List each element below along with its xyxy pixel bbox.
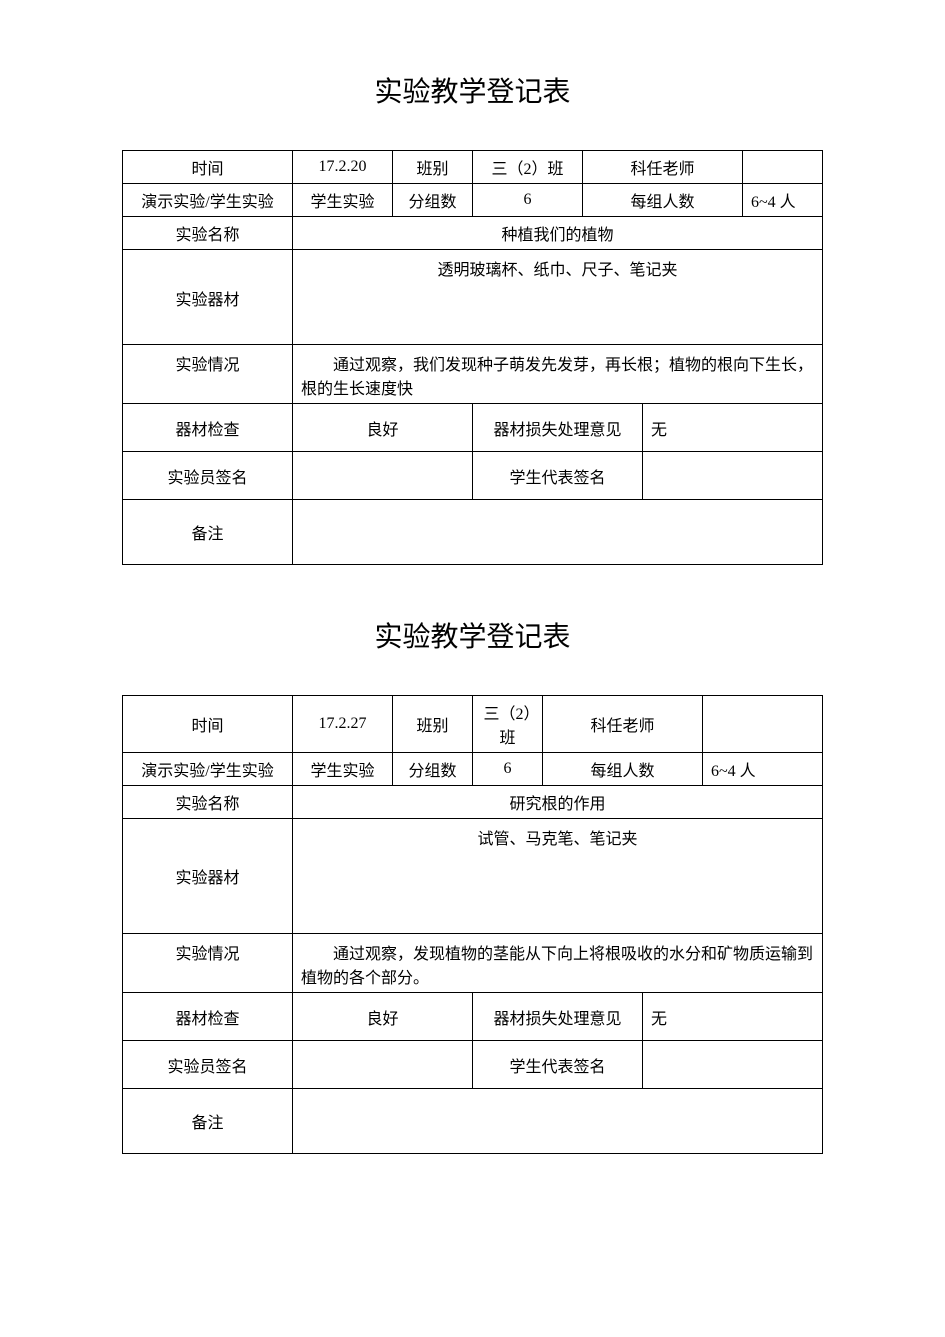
value-exp-sign-2 [292, 1041, 472, 1089]
form-1: 实验教学登记表 时间 17.2.20 班别 三（2）班 科任老师 演示实验/学生… [20, 70, 925, 565]
label-equip-damage: 器材损失处理意见 [472, 404, 642, 452]
label-time-2: 时间 [122, 696, 292, 753]
label-exp-name: 实验名称 [122, 217, 292, 250]
label-class: 班别 [392, 151, 472, 184]
value-per-group-2: 6~4 人 [703, 753, 823, 786]
value-demo-student-2: 学生实验 [292, 753, 392, 786]
label-teacher-2: 科任老师 [542, 696, 702, 753]
label-situation: 实验情况 [122, 345, 292, 404]
label-groups-2: 分组数 [392, 753, 472, 786]
value-exp-name-2: 研究根的作用 [292, 786, 822, 819]
value-equipment: 透明玻璃杯、纸巾、尺子、笔记夹 [292, 250, 822, 345]
label-equipment-2: 实验器材 [122, 819, 292, 934]
label-situation-2: 实验情况 [122, 934, 292, 993]
value-time: 17.2.20 [292, 151, 392, 184]
form-2-table: 时间 17.2.27 班别 三（2）班 科任老师 演示实验/学生实验 学生实验 … [122, 695, 823, 1154]
value-exp-name: 种植我们的植物 [292, 217, 822, 250]
value-student-sign [643, 452, 823, 500]
value-equipment-2: 试管、马克笔、笔记夹 [292, 819, 822, 934]
value-student-sign-2 [642, 1041, 822, 1089]
value-situation-2: 通过观察，发现植物的茎能从下向上将根吸收的水分和矿物质运输到植物的各个部分。 [292, 934, 822, 993]
label-equip-check-2: 器材检查 [122, 993, 292, 1041]
value-exp-sign [292, 452, 472, 500]
label-equipment: 实验器材 [122, 250, 292, 345]
label-equip-damage-2: 器材损失处理意见 [472, 993, 642, 1041]
form-2: 实验教学登记表 时间 17.2.27 班别 三（2）班 科任老师 演示实验/学生… [20, 615, 925, 1154]
value-equip-check-2: 良好 [292, 993, 472, 1041]
value-per-group: 6~4 人 [743, 184, 823, 217]
label-exp-sign-2: 实验员签名 [122, 1041, 292, 1089]
value-groups: 6 [472, 184, 582, 217]
label-exp-sign: 实验员签名 [122, 452, 292, 500]
value-class: 三（2）班 [472, 151, 582, 184]
label-remark: 备注 [122, 500, 292, 565]
value-demo-student: 学生实验 [292, 184, 392, 217]
value-class-2: 三（2）班 [472, 696, 542, 753]
label-exp-name-2: 实验名称 [122, 786, 292, 819]
value-equip-damage: 无 [643, 404, 823, 452]
label-per-group-2: 每组人数 [542, 753, 702, 786]
label-teacher: 科任老师 [583, 151, 743, 184]
label-groups: 分组数 [392, 184, 472, 217]
form-1-table: 时间 17.2.20 班别 三（2）班 科任老师 演示实验/学生实验 学生实验 … [122, 150, 823, 565]
label-demo-student-2: 演示实验/学生实验 [122, 753, 292, 786]
value-remark-2 [292, 1089, 822, 1154]
value-teacher [743, 151, 823, 184]
value-remark [292, 500, 822, 565]
value-groups-2: 6 [472, 753, 542, 786]
form-1-title: 实验教学登记表 [20, 70, 925, 110]
label-class-2: 班别 [392, 696, 472, 753]
value-teacher-2 [703, 696, 823, 753]
label-student-sign-2: 学生代表签名 [472, 1041, 642, 1089]
value-equip-damage-2: 无 [642, 993, 822, 1041]
label-time: 时间 [122, 151, 292, 184]
label-demo-student: 演示实验/学生实验 [122, 184, 292, 217]
label-student-sign: 学生代表签名 [472, 452, 642, 500]
label-equip-check: 器材检查 [122, 404, 292, 452]
label-per-group: 每组人数 [583, 184, 743, 217]
value-situation: 通过观察，我们发现种子萌发先发芽，再长根；植物的根向下生长，根的生长速度快 [292, 345, 822, 404]
value-equip-check: 良好 [292, 404, 472, 452]
label-remark-2: 备注 [122, 1089, 292, 1154]
value-time-2: 17.2.27 [292, 696, 392, 753]
form-2-title: 实验教学登记表 [20, 615, 925, 655]
